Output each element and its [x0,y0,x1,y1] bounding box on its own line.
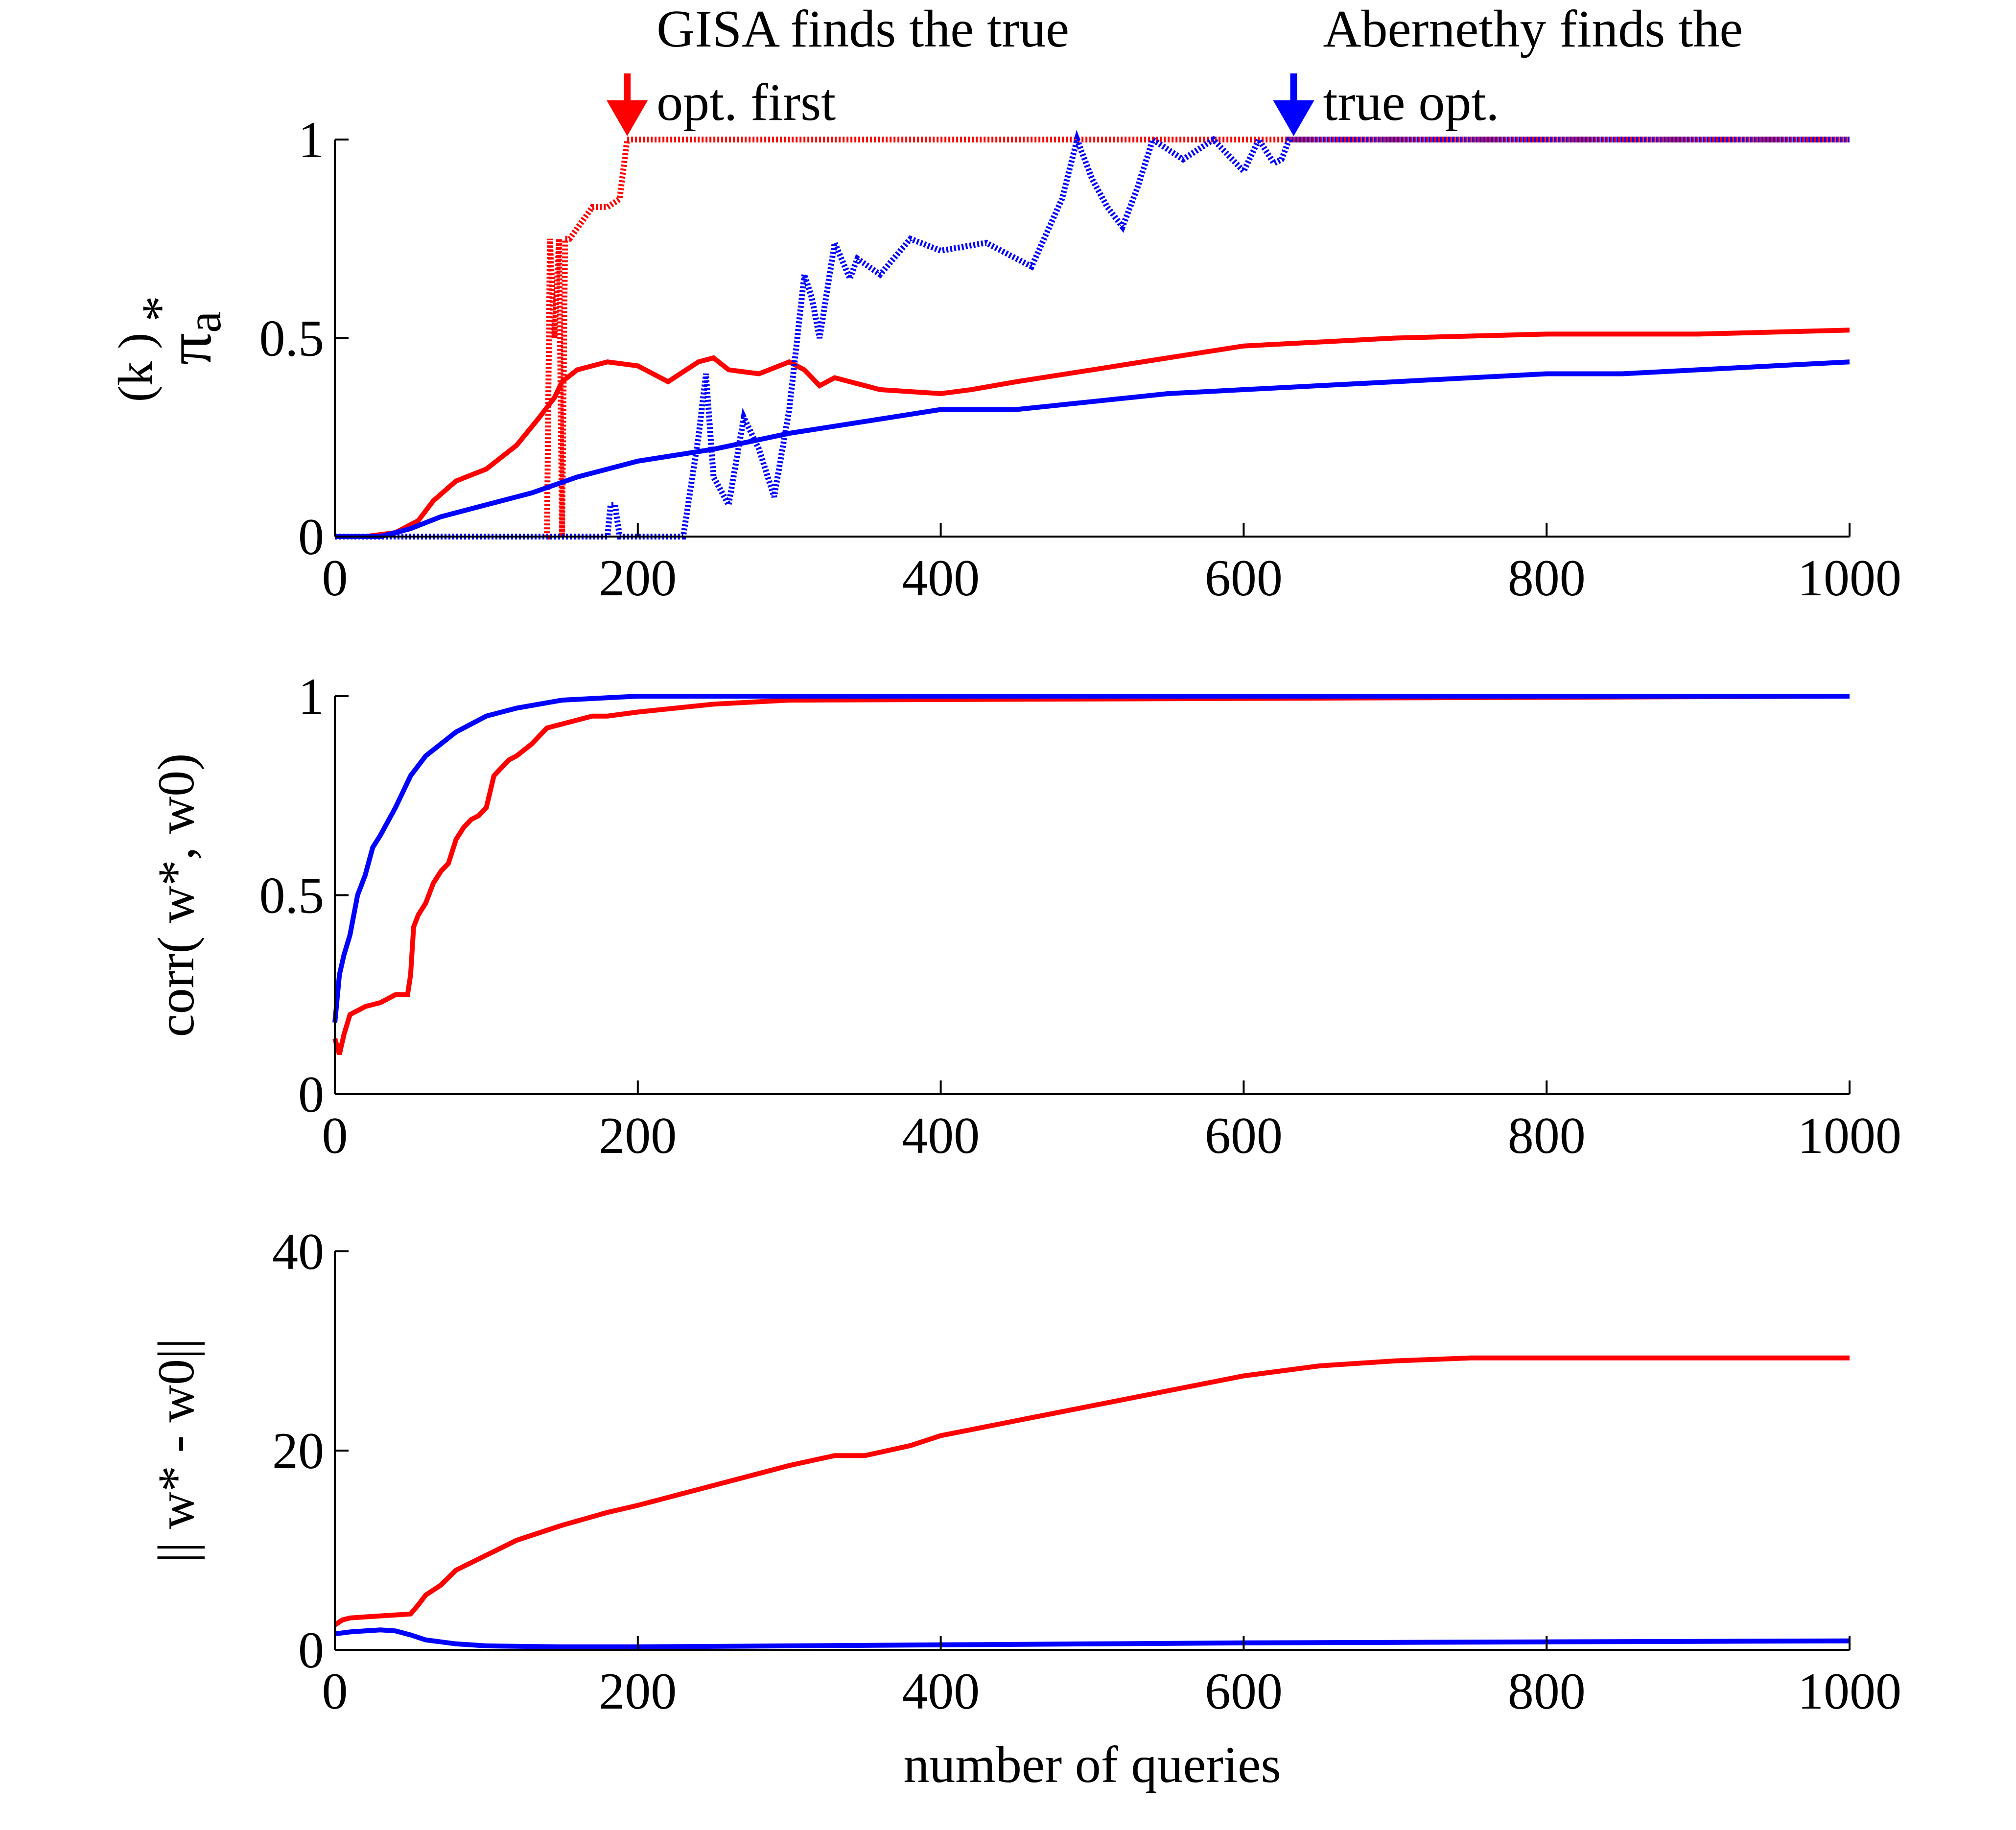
x-tick-label: 0 [322,549,348,607]
x-tick-label: 0 [322,1107,348,1164]
x-tick-label: 200 [599,1107,677,1164]
y-tick-label: 40 [272,1223,324,1280]
series-red-solid-thick [333,1355,1850,1627]
x-tick-label: 400 [902,549,980,607]
x-tick-label: 1000 [1798,1107,1901,1164]
series-red-solid-thick [335,328,1850,539]
down-arrow-icon [1273,73,1314,136]
series-blue-dotted-thick [335,130,1850,540]
series-blue-solid-thick [335,359,1850,539]
annotation-text: opt. first [656,73,836,132]
annotation-gisa: GISA finds the true opt. first [607,0,1069,136]
x-tick-label: 600 [1205,549,1283,607]
x-tick-label: 600 [1205,1663,1283,1720]
x-tick-label: 800 [1508,1663,1586,1720]
x-tick-label: 200 [599,1663,677,1720]
y-axis-label: πa [154,311,231,365]
y-tick-label: 20 [272,1422,324,1479]
annotation-text: GISA finds the true [656,0,1069,58]
panel-1: 0 200 400 600 800 1000 0 0.5 1 πa(k ) * [108,111,1901,607]
x-tick-label: 800 [1508,549,1586,607]
x-axis-label: number of queries [903,1736,1281,1793]
y-axis-label: || w* - w0|| [147,1338,205,1563]
down-arrow-icon [607,73,648,136]
series-blue-solid-thick [332,694,1850,1023]
x-tick-label: 400 [902,1663,980,1720]
panel-2: 0 200 400 600 800 1000 0 0.5 1 corr( w*, w0) [147,668,1901,1164]
y-tick-label: 0 [298,508,324,565]
y-tick-label: 0.5 [259,310,325,367]
y-axis-label: corr( w*, w0) [147,753,205,1037]
x-tick-label: 200 [599,549,677,607]
y-axis-label-sup: (k ) [108,333,163,402]
series-red-dotted-thick [335,137,1850,540]
annotation-text: Abernethy finds the [1323,0,1743,58]
x-tick-label: 400 [902,1107,980,1164]
x-tick-label: 1000 [1798,1663,1901,1720]
annotation-abernethy: Abernethy finds the true opt. [1273,0,1743,136]
y-tick-label: 1 [298,111,324,168]
series-red-solid-thick [332,694,1850,1056]
y-tick-label: 0 [298,1066,324,1123]
x-tick-label: 0 [322,1663,348,1720]
x-tick-label: 800 [1508,1107,1586,1164]
y-tick-label: 1 [298,668,324,725]
x-tick-label: 600 [1205,1107,1283,1164]
panel-3: 0 200 400 600 800 1000 0 20 40 || w* - w0|| number… [147,1223,1901,1793]
y-axis-label-star: * [131,296,188,322]
series-blue-solid-thick [334,1627,1850,1649]
x-tick-label: 1000 [1798,549,1901,607]
annotation-text: true opt. [1323,73,1500,132]
y-tick-label: 0.5 [259,867,325,924]
y-tick-label: 0 [298,1621,324,1679]
